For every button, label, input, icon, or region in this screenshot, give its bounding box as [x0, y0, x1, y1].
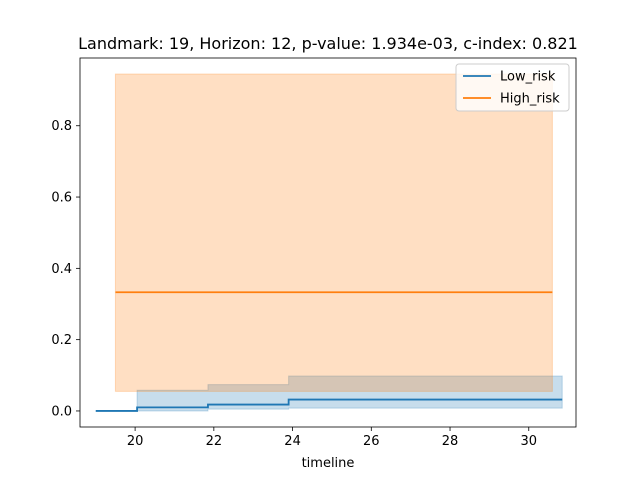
x-tick-label: 30	[520, 434, 537, 449]
y-tick-label: 0.0	[51, 404, 72, 419]
y-axis: 0.0 0.2 0.4 0.6 0.8	[51, 119, 80, 419]
x-axis: 20 22 24 26 28 30	[127, 427, 537, 449]
chart-title: Landmark: 19, Horizon: 12, p-value: 1.93…	[78, 34, 578, 53]
ci-band-high-risk	[114, 73, 553, 392]
y-tick-label: 0.4	[51, 262, 72, 277]
legend-label: High_risk	[500, 92, 560, 107]
ci-band-low-risk	[95, 375, 563, 412]
y-tick-label: 0.6	[51, 191, 72, 206]
x-axis-label: timeline	[302, 456, 355, 471]
plot-area	[95, 73, 563, 412]
x-tick-label: 26	[363, 434, 380, 449]
y-tick-label: 0.8	[51, 119, 72, 134]
legend-label: Low_risk	[500, 70, 556, 85]
x-tick-label: 22	[206, 434, 223, 449]
plot-frame	[79, 57, 577, 428]
x-tick-label: 28	[442, 434, 459, 449]
x-tick-label: 20	[127, 434, 144, 449]
y-tick-label: 0.2	[51, 333, 72, 348]
series-line-low-risk	[95, 398, 563, 412]
legend: Low_risk High_risk	[455, 63, 570, 112]
x-tick-label: 24	[284, 434, 301, 449]
